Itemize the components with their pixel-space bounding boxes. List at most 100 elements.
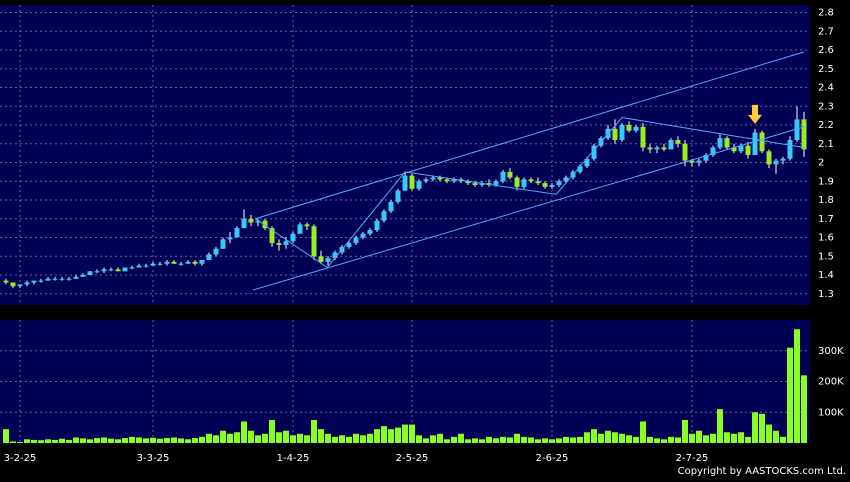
volume-bar: [612, 432, 618, 443]
candle-body: [801, 119, 807, 150]
candle-body: [262, 220, 268, 229]
volume-bar: [703, 435, 709, 443]
x-tick-label: 2-7-25: [676, 453, 709, 464]
volume-bar: [262, 433, 268, 443]
volume-bar: [276, 432, 282, 443]
candle-body: [759, 132, 765, 152]
volume-bar: [633, 436, 639, 443]
volume-bar: [241, 421, 247, 443]
candle-body: [773, 160, 779, 165]
volume-bar: [150, 437, 156, 443]
volume-bar: [402, 424, 408, 443]
volume-bar: [192, 438, 198, 443]
candle-body: [444, 179, 450, 182]
candle-body: [45, 278, 51, 281]
volume-bar: [122, 438, 128, 443]
y-tick-label: 2.4: [818, 83, 834, 94]
x-tick-label: 1-4-25: [277, 453, 310, 464]
candle-body: [234, 228, 240, 238]
volume-bar: [318, 429, 324, 443]
candle-body: [220, 239, 226, 249]
y-tick-label: 2.6: [818, 45, 834, 56]
volume-bar: [339, 435, 345, 443]
volume-bar: [556, 438, 562, 443]
candle-body: [269, 228, 275, 244]
candle-body: [591, 145, 597, 159]
candle-body: [668, 140, 674, 150]
candle-body: [675, 140, 681, 144]
volume-bar: [668, 436, 674, 443]
y-tick-label: 1.7: [818, 214, 834, 225]
candle-body: [738, 145, 744, 152]
volume-bar: [171, 437, 177, 443]
candle-body: [416, 181, 422, 189]
candle-body: [402, 175, 408, 191]
candle-body: [80, 275, 86, 277]
candle-body: [199, 260, 205, 264]
volume-bar: [794, 329, 800, 443]
candle-body: [227, 237, 233, 240]
volume-bar: [549, 439, 555, 443]
volume-bar: [395, 427, 401, 443]
candle-body: [171, 261, 177, 264]
volume-bar: [717, 409, 723, 443]
copyright: Copyright by AASTOCKS.com Ltd.: [678, 466, 846, 477]
candle-body: [794, 119, 800, 140]
volume-bar: [801, 375, 807, 443]
candle-body: [437, 177, 443, 180]
volume-bar: [444, 439, 450, 443]
volume-bar: [3, 429, 9, 443]
candle-body: [493, 181, 499, 185]
trend-line: [255, 51, 805, 220]
volume-bar: [136, 437, 142, 443]
volume-bar: [661, 439, 667, 443]
candle-body: [500, 171, 506, 182]
candle-body: [703, 155, 709, 161]
volume-bar: [493, 438, 499, 443]
candle-body: [542, 183, 548, 187]
volume-bar: [626, 435, 632, 443]
candle-body: [178, 263, 184, 265]
volume-bar: [87, 439, 93, 443]
candle-body: [367, 230, 373, 234]
volume-bar: [143, 438, 149, 443]
volume-bar: [283, 430, 289, 443]
candle-body: [395, 190, 401, 202]
volume-bar: [598, 433, 604, 443]
volume-bar: [234, 432, 240, 443]
volume-bar: [752, 412, 758, 443]
candle-body: [430, 177, 436, 180]
candle-body: [388, 201, 394, 212]
volume-bar: [10, 441, 16, 443]
candle-body: [556, 181, 562, 185]
candle-body: [465, 181, 471, 184]
candle-body: [374, 220, 380, 230]
volume-bar: [297, 433, 303, 443]
candle-body: [731, 147, 737, 152]
volume-bar: [157, 438, 163, 443]
candle-body: [381, 211, 387, 221]
volume-bar: [80, 438, 86, 443]
trend-line: [252, 126, 805, 291]
candle-body: [297, 224, 303, 234]
candle-body: [346, 243, 352, 247]
volume-bar: [437, 433, 443, 443]
y-tick-label: 2.8: [818, 8, 834, 19]
volume-bar: [605, 430, 611, 443]
candle-body: [10, 282, 16, 287]
candle-body: [122, 267, 128, 272]
y-tick-label: 1.9: [818, 176, 834, 187]
y-tick-label: 1.8: [818, 195, 834, 206]
candle-body: [38, 280, 44, 282]
volume-bar: [101, 437, 107, 443]
candle-body: [59, 278, 65, 280]
volume-bar: [38, 440, 44, 443]
volume-bar: [591, 429, 597, 443]
candle-body: [577, 166, 583, 172]
candle-body: [409, 175, 415, 189]
volume-bar: [381, 426, 387, 443]
candle-body: [528, 179, 534, 182]
volume-bar: [108, 438, 114, 443]
candle-body: [626, 125, 632, 131]
